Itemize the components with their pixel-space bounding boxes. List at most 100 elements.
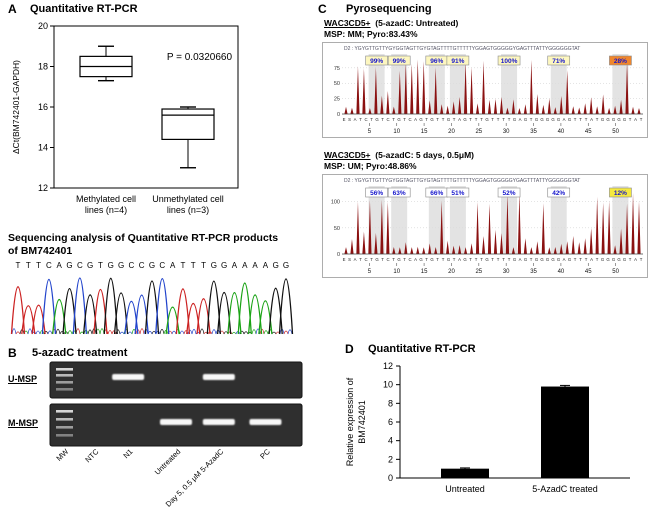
svg-text:0: 0	[388, 473, 393, 483]
svg-text:12%: 12%	[614, 190, 627, 197]
svg-text:T: T	[425, 257, 428, 262]
svg-text:T: T	[16, 261, 21, 270]
svg-text:T: T	[480, 257, 483, 262]
svg-text:A: A	[263, 261, 269, 270]
svg-text:T: T	[596, 257, 599, 262]
svg-text:T: T	[579, 117, 582, 122]
svg-text:T: T	[469, 257, 472, 262]
svg-text:T: T	[502, 257, 505, 262]
svg-text:G: G	[273, 261, 279, 270]
pyro2-header-line1: WAC3CD5+ (5-azadC: 5 days, 0.5μM)	[324, 150, 474, 161]
svg-text:G: G	[546, 257, 550, 262]
svg-text:A: A	[57, 261, 63, 270]
svg-text:T: T	[629, 257, 632, 262]
svg-text:T: T	[436, 117, 439, 122]
svg-text:C: C	[159, 261, 165, 270]
svg-text:NTC: NTC	[83, 447, 101, 465]
svg-text:6: 6	[388, 417, 393, 427]
svg-text:0: 0	[337, 112, 340, 118]
svg-text:C: C	[386, 257, 389, 262]
svg-text:T: T	[403, 117, 406, 122]
svg-text:A: A	[590, 257, 593, 262]
svg-text:T: T	[579, 257, 582, 262]
svg-text:G: G	[568, 257, 572, 262]
svg-text:25: 25	[334, 97, 340, 103]
svg-text:20: 20	[38, 21, 48, 31]
svg-text:T: T	[585, 117, 588, 122]
svg-text:A: A	[458, 117, 461, 122]
svg-text:T: T	[453, 257, 456, 262]
svg-text:T: T	[403, 257, 406, 262]
svg-text:G: G	[211, 261, 217, 270]
svg-text:T: T	[574, 117, 577, 122]
svg-text:20: 20	[448, 269, 455, 275]
svg-text:10: 10	[393, 129, 400, 135]
svg-text:G: G	[551, 117, 555, 122]
svg-text:ΔCt(BM742401-GAPDH): ΔCt(BM742401-GAPDH)	[11, 60, 21, 154]
u-msp-label: U-MSP	[8, 374, 37, 384]
panel-d-label: D	[345, 342, 354, 356]
svg-text:A: A	[414, 117, 417, 122]
svg-text:A: A	[414, 257, 417, 262]
svg-text:G: G	[568, 117, 572, 122]
svg-text:T: T	[425, 117, 428, 122]
svg-text:C: C	[46, 261, 52, 270]
svg-text:T: T	[596, 117, 599, 122]
svg-text:50: 50	[334, 226, 340, 232]
panel-b-title: 5-azadC treatment	[32, 347, 128, 359]
svg-text:30: 30	[503, 269, 510, 275]
panel-c-title: Pyrosequencing	[346, 3, 432, 15]
svg-text:T: T	[453, 117, 456, 122]
svg-text:96%: 96%	[430, 58, 443, 65]
svg-text:T: T	[530, 117, 533, 122]
svg-text:45: 45	[585, 129, 592, 135]
svg-text:T: T	[640, 257, 643, 262]
svg-text:E: E	[343, 117, 346, 122]
pyro2-sample: WAC3CD5+	[324, 150, 371, 160]
svg-text:A: A	[354, 257, 357, 262]
svg-text:G: G	[601, 117, 605, 122]
svg-text:E: E	[343, 257, 346, 262]
svg-text:G: G	[551, 257, 555, 262]
svg-text:10: 10	[383, 380, 393, 390]
svg-text:35: 35	[530, 129, 537, 135]
svg-text:S: S	[348, 257, 351, 262]
svg-text:C: C	[77, 261, 83, 270]
svg-text:30: 30	[503, 129, 510, 135]
svg-text:G: G	[612, 257, 616, 262]
svg-text:G: G	[524, 257, 528, 262]
bar-chart: 0 2 4 6 8 10 12 Relative expression of BM742401 U…	[345, 361, 630, 494]
svg-text:G: G	[617, 117, 621, 122]
svg-text:C: C	[139, 261, 145, 270]
svg-text:T: T	[442, 257, 445, 262]
svg-text:lines (n=4): lines (n=4)	[85, 205, 127, 215]
svg-text:12: 12	[38, 183, 48, 193]
svg-text:25: 25	[475, 269, 482, 275]
svg-text:P = 0.0320660: P = 0.0320660	[167, 52, 233, 63]
svg-text:C: C	[408, 117, 411, 122]
svg-text:4: 4	[388, 436, 393, 446]
svg-text:G: G	[540, 117, 544, 122]
svg-text:N1: N1	[121, 447, 134, 460]
svg-text:G: G	[513, 117, 517, 122]
svg-text:T: T	[629, 117, 632, 122]
sequencing-title: Sequencing analysis of Quantitative RT-P…	[8, 232, 328, 258]
pyro2-condition: (5-azadC: 5 days, 0.5μM)	[375, 150, 474, 160]
svg-text:A: A	[242, 261, 248, 270]
svg-text:A: A	[354, 117, 357, 122]
svg-text:G: G	[419, 117, 423, 122]
svg-text:10: 10	[393, 269, 400, 275]
svg-text:G: G	[546, 117, 550, 122]
svg-text:5: 5	[368, 269, 372, 275]
svg-text:G: G	[623, 257, 627, 262]
pyro1-header: WAC3CD5+ (5-azadC: Untreated) MSP: MM; P…	[324, 18, 458, 40]
svg-text:A: A	[519, 117, 522, 122]
svg-text:35: 35	[530, 269, 537, 275]
svg-text:25: 25	[475, 129, 482, 135]
svg-text:71%: 71%	[552, 58, 565, 65]
svg-text:T: T	[475, 117, 478, 122]
svg-text:D2 : YGYGTTGTTYGYGGTAGTTGYGTAG: D2 : YGYGTTGTTYGYGGTAGTTGYGTAGTTTTGTTTTT…	[344, 178, 580, 184]
svg-text:T: T	[36, 261, 41, 270]
svg-text:C: C	[364, 257, 367, 262]
svg-text:52%: 52%	[503, 190, 516, 197]
